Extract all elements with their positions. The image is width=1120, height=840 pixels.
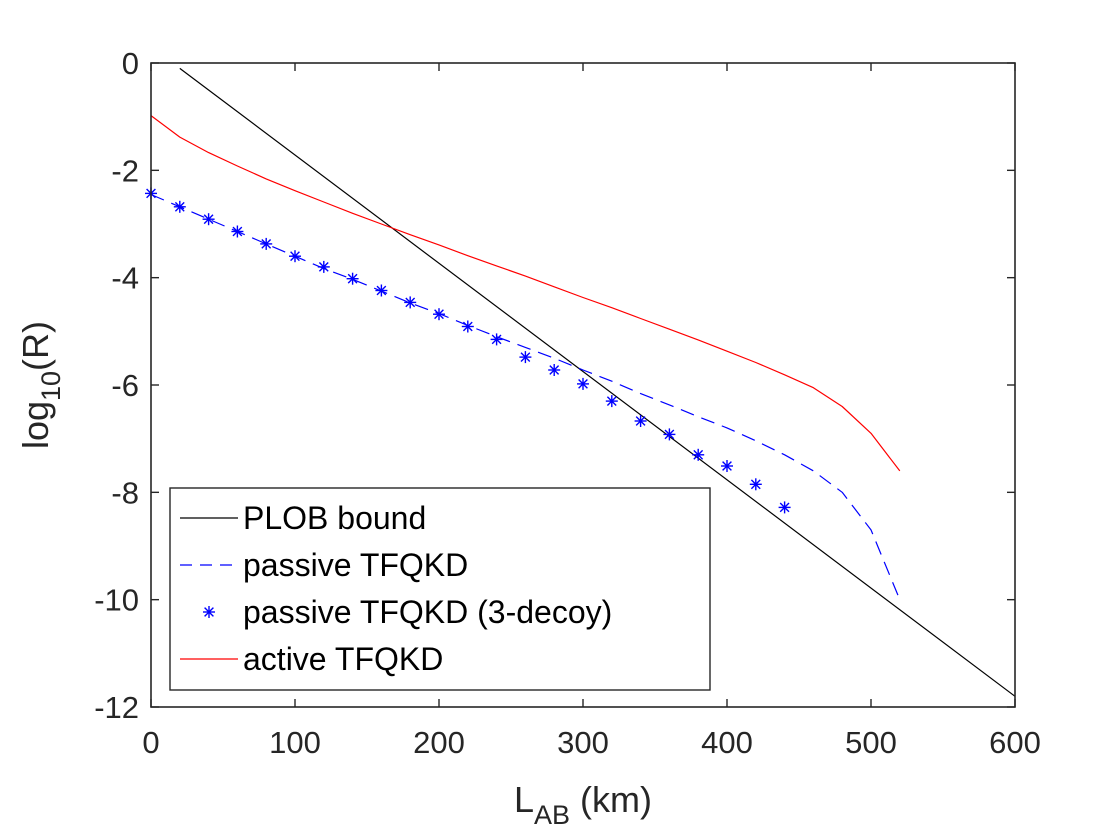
y-axis-title-main: log [15,401,56,449]
y-tick-label: -6 [111,368,139,403]
data-point [461,320,474,333]
x-tick-label: 400 [701,725,753,760]
data-point [634,415,647,427]
legend-box [169,487,711,691]
data-point [260,237,273,250]
x-tick-label: 600 [989,725,1041,760]
data-point [404,296,417,309]
legend-swatch-passive-tfqkd-3-decoy [203,606,215,618]
data-point [231,225,244,238]
data-point [778,501,791,514]
data-point [605,395,618,408]
data-point [375,284,388,297]
y-tick-label: -12 [94,690,139,725]
data-point [346,272,359,285]
data-point [548,364,561,376]
data-point [490,333,503,346]
data-point [289,250,301,263]
series-layer [145,67,1016,697]
series-passive-tfqkd-3-decoy [145,187,791,514]
legend-label-passive-tfqkd: passive TFQKD [243,547,468,583]
x-tick-label: 500 [845,725,897,760]
x-tick-label: 300 [557,725,609,760]
series-line-active-tfqkd [150,115,901,472]
x-tick-label: 100 [269,725,321,760]
y-tick-label: -8 [111,475,139,510]
y-tick-label: 0 [122,46,139,81]
legend: PLOB bound passive TFQKD passive TFQKD (… [169,487,711,691]
y-tick-label: -4 [111,261,139,296]
legend-label-plob-bound: PLOB bound [243,500,426,536]
data-point [519,351,532,364]
y-axis-title: log10(R) [15,321,66,449]
y-tick-label: -2 [111,153,139,188]
data-point [317,260,330,273]
ticks-layer: 0 100 200 300 400 500 600 0 -2 -4 -6 -8 -10 -12 [94,46,1041,760]
data-point [721,460,733,472]
data-point [663,428,676,441]
legend-label-passive-tfqkd-3-decoy: passive TFQKD (3-decoy) [243,594,612,630]
data-point [173,200,186,213]
x-axis-title-subscript: AB [534,800,570,830]
x-axis-title-suffix: (km) [570,779,652,820]
data-point [202,213,215,226]
data-point [433,308,445,321]
series-line-plob-bound [179,67,1016,697]
data-point [749,478,762,491]
y-axis-title-suffix: (R) [15,321,56,371]
x-axis-title: LAB (km) [514,779,652,830]
y-tick-label: -10 [94,583,139,618]
legend-label-active-tfqkd: active TFQKD [243,641,443,677]
data-point [577,377,589,390]
x-tick-label: 0 [142,725,159,760]
x-tick-label: 200 [413,725,465,760]
series-line-passive-tfqkd [150,193,901,600]
x-axis-title-main: L [514,779,534,820]
data-point [692,448,705,461]
y-axis-title-subscript: 10 [36,371,66,401]
